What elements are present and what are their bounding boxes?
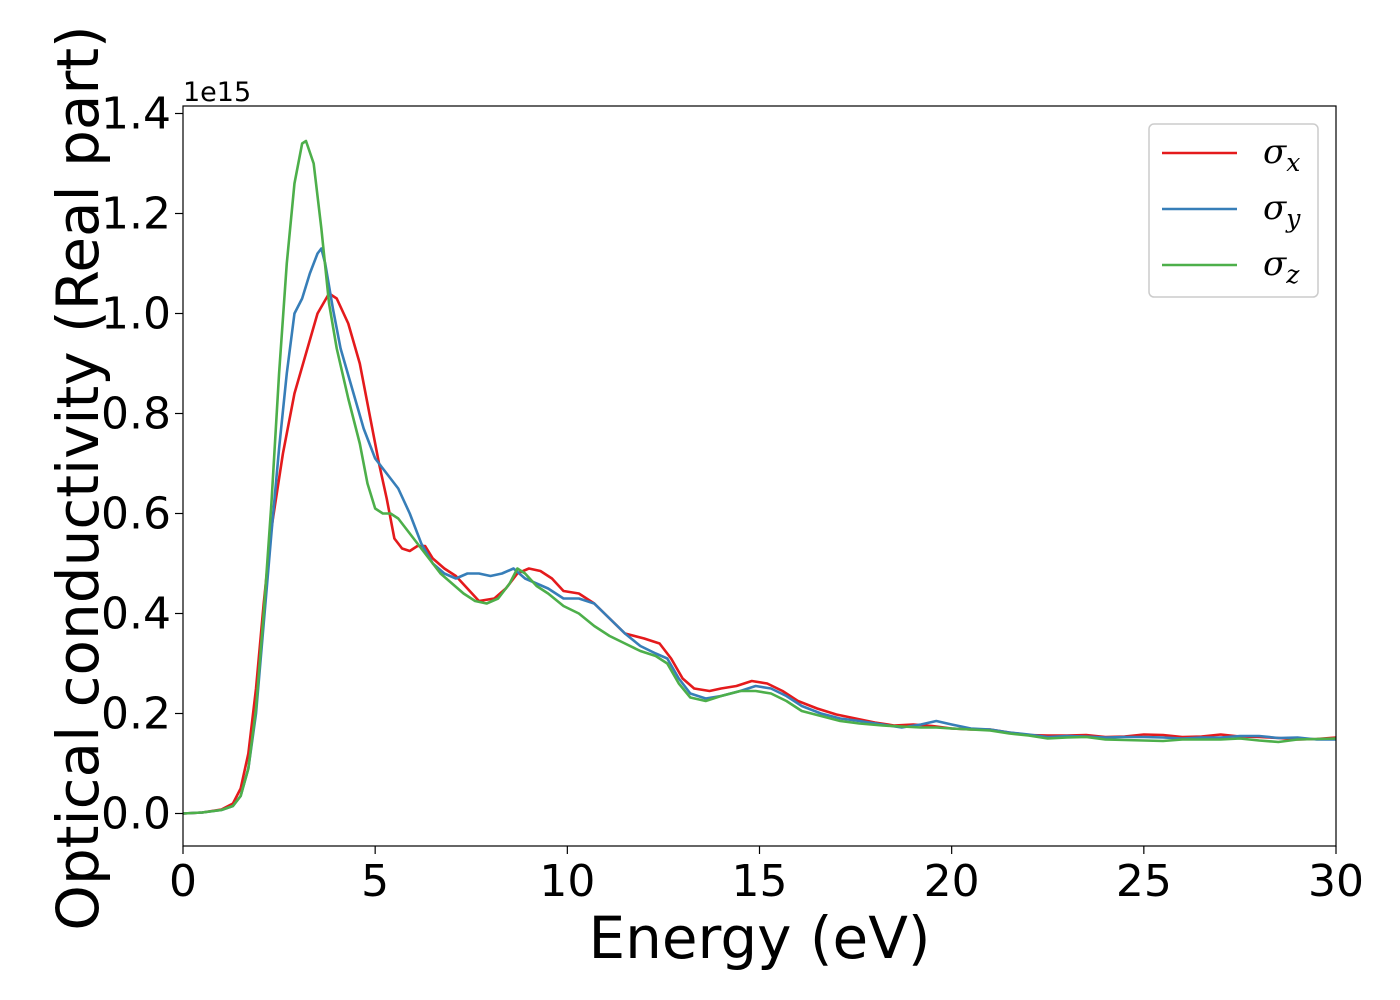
legend-label-y: σy xyxy=(1263,188,1301,233)
y-axis: 0.0 0.2 0.4 0.6 0.8 1.0 1.2 1.4 xyxy=(101,89,183,840)
y-tick-label: 0.2 xyxy=(101,689,171,740)
legend-label-z: σz xyxy=(1263,244,1300,289)
legend-box xyxy=(1148,123,1319,298)
series-layer xyxy=(183,139,1336,815)
series-line-x xyxy=(183,292,1336,815)
y-tick-label: 1.2 xyxy=(101,189,171,240)
x-tick-label: 30 xyxy=(1308,856,1364,907)
legend: σx σy σz xyxy=(1148,123,1319,298)
y-tick-label: 0.0 xyxy=(101,789,171,840)
y-tick-label: 0.8 xyxy=(101,389,171,440)
x-tick-label: 10 xyxy=(539,856,595,907)
y-tick-label: 0.4 xyxy=(101,589,171,640)
y-tick-label: 1.0 xyxy=(101,289,171,340)
x-tick-label: 5 xyxy=(361,856,389,907)
x-tick-label: 0 xyxy=(169,856,197,907)
x-tick-label: 15 xyxy=(732,856,788,907)
legend-label-x: σx xyxy=(1263,132,1300,177)
x-axis: 0 5 10 15 20 25 30 xyxy=(169,846,1364,907)
y-tick-label: 1.4 xyxy=(101,89,171,140)
y-offset-text: 1e15 xyxy=(183,77,251,108)
x-tick-label: 25 xyxy=(1116,856,1172,907)
x-tick-label: 20 xyxy=(924,856,980,907)
x-axis-label: Energy (eV) xyxy=(588,904,930,972)
series-line-z xyxy=(183,139,1336,815)
y-tick-label: 0.6 xyxy=(101,489,171,540)
series-line-y xyxy=(183,247,1336,815)
y-axis-label: Optical conductivity (Real part) xyxy=(44,25,112,930)
